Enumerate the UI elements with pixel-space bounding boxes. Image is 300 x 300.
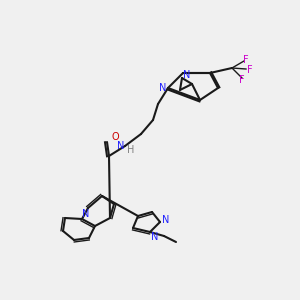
Text: N: N: [117, 141, 125, 151]
Text: O: O: [111, 132, 119, 142]
Text: H: H: [127, 145, 135, 155]
Text: F: F: [247, 65, 253, 75]
Text: N: N: [82, 209, 90, 219]
Text: N: N: [151, 232, 159, 242]
Text: F: F: [239, 75, 245, 85]
Text: F: F: [243, 55, 249, 65]
Text: N: N: [183, 70, 191, 80]
Text: N: N: [159, 83, 167, 93]
Text: N: N: [162, 215, 170, 225]
